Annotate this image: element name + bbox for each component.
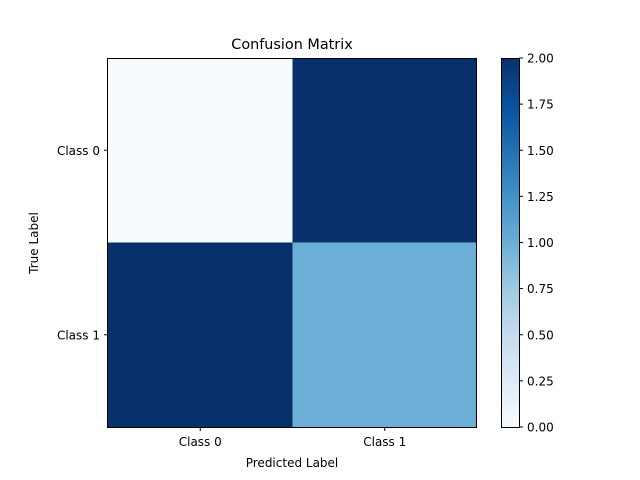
colorbar-tick-label: 1.00 [527,236,554,250]
x-tick-label: Class 0 [179,435,222,449]
x-axis-label: Predicted Label [246,456,339,470]
chart-title: Confusion Matrix [231,37,353,53]
y-tick-label: Class 0 [57,144,100,158]
colorbar-gradient [501,58,519,427]
x-axis-ticks: Class 0 Class 1 [179,427,406,449]
heatmap-cell [292,58,477,243]
colorbar-tick-label: 1.75 [527,98,554,112]
heatmap-cell [108,242,293,427]
plot-frame [107,58,477,428]
colorbar-tick-label: 0.25 [527,374,554,388]
colorbar-tick-label: 1.25 [527,190,554,204]
y-axis-ticks: Class 0 Class 1 [57,144,108,342]
colorbar-tick-label: 2.00 [527,52,554,66]
x-tick-label: Class 1 [363,435,406,449]
y-tick-label: Class 1 [57,328,100,342]
colorbar-tick-label: 0.75 [527,282,554,296]
heatmap-cells [108,58,477,427]
heatmap-cell [292,242,477,427]
y-axis-label: True Label [27,212,41,275]
colorbar-ticks: 0.00 0.25 0.50 0.75 1.00 1.25 1.50 1.75 2.00 [519,52,554,435]
colorbar-tick-label: 0.50 [527,328,554,342]
colorbar-tick-label: 1.50 [527,144,554,158]
heatmap-cell [108,58,293,243]
colorbar-tick-label: 0.00 [527,421,554,435]
